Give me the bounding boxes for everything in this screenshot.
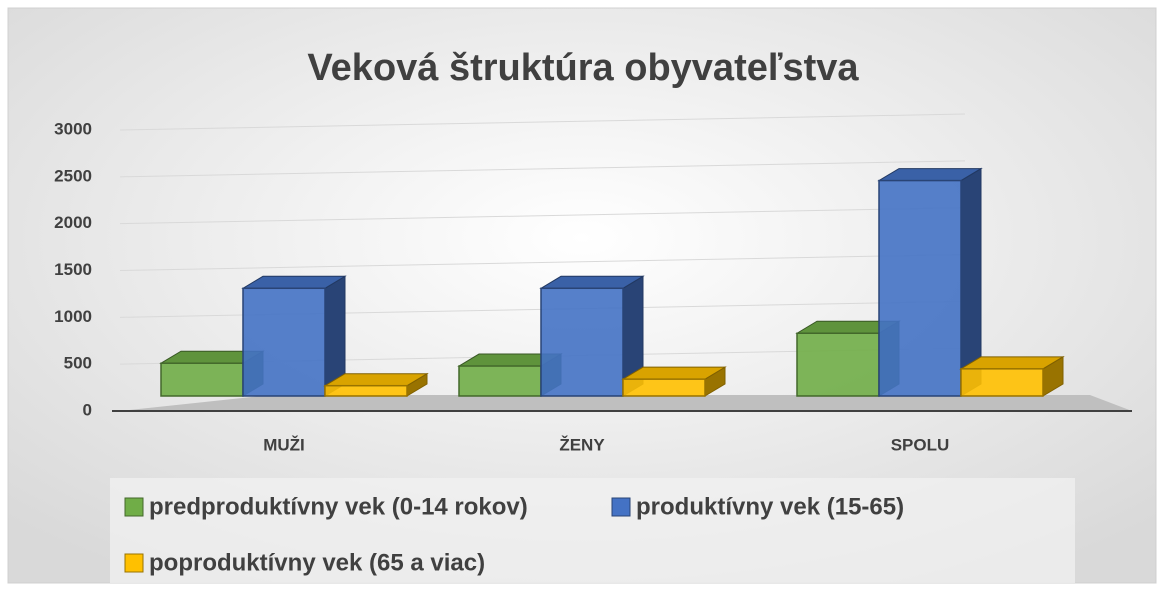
x-tick-label: MUŽI	[263, 435, 305, 454]
y-tick-label: 0	[83, 400, 92, 419]
grid-line	[119, 207, 966, 225]
legend-swatch	[124, 553, 144, 573]
y-tick-label: 1500	[54, 260, 92, 279]
legend-swatch	[611, 497, 631, 517]
legend-label: predproduktívny vek (0-14 rokov)	[149, 493, 528, 520]
chart-title: Veková štruktúra obyvateľstva	[307, 47, 859, 89]
grid-line	[119, 160, 966, 178]
bar	[622, 378, 706, 397]
y-tick-label: 3000	[54, 119, 92, 138]
y-tick-label: 500	[64, 354, 92, 373]
grid-line	[119, 113, 966, 131]
legend-label: produktívny vek (15-65)	[636, 493, 904, 520]
bar	[796, 332, 880, 397]
y-tick-label: 2000	[54, 213, 92, 232]
bar	[540, 287, 624, 397]
x-tick-label: ŽENY	[559, 435, 605, 454]
legend-swatch	[124, 497, 144, 517]
legend-label: poproduktívny vek (65 a viac)	[149, 549, 485, 576]
floor	[120, 395, 1132, 411]
x-tick-label: SPOLU	[891, 435, 950, 454]
bar	[160, 362, 244, 397]
bar	[242, 287, 326, 397]
bar	[878, 179, 962, 397]
y-tick-label: 2500	[54, 166, 92, 185]
bar	[458, 365, 542, 397]
y-tick-label: 1000	[54, 307, 92, 326]
grid-line	[119, 254, 966, 271]
bar	[960, 368, 1044, 397]
legend-background	[110, 478, 1075, 583]
bar	[324, 384, 408, 397]
